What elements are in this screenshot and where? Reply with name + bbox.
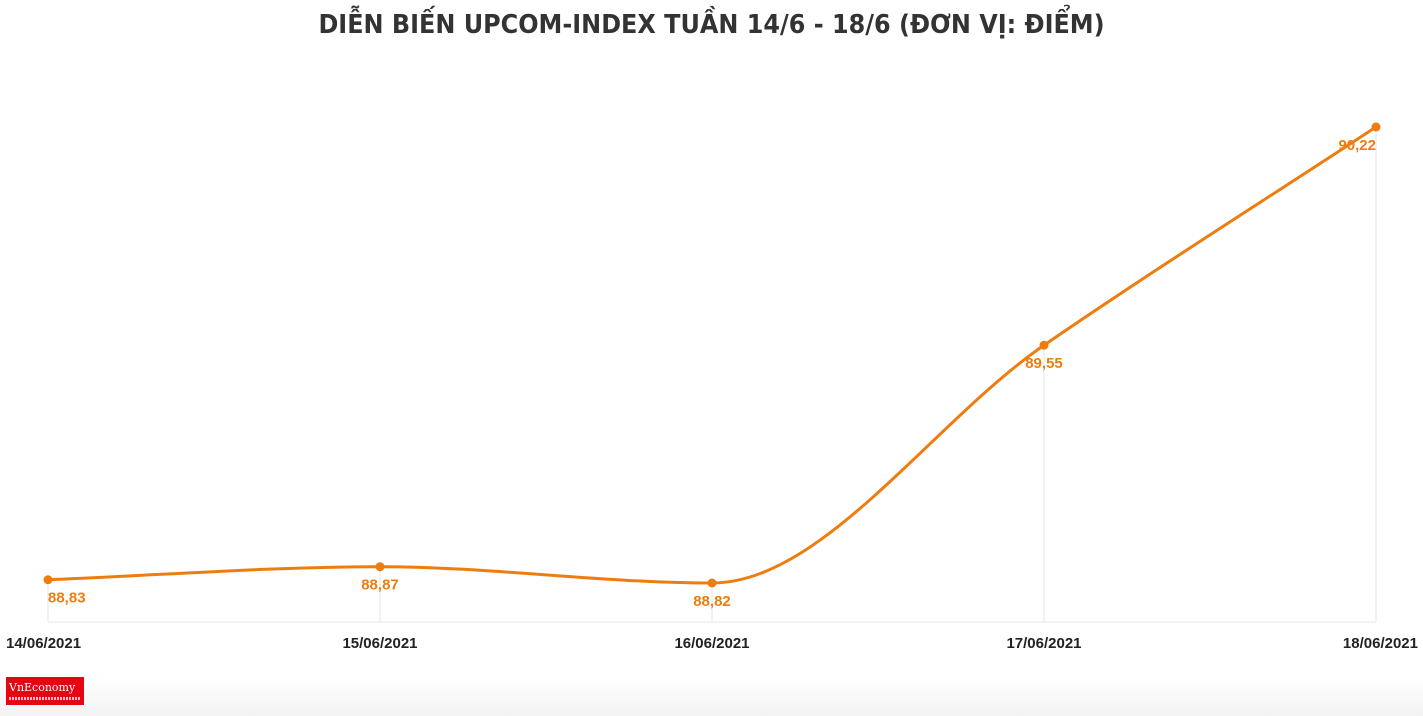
data-point[interactable]: [1371, 122, 1381, 132]
footer-band: [0, 676, 1423, 716]
series-line: [46, 125, 1378, 585]
data-label: 88,82: [693, 593, 731, 610]
series-line-group: [46, 125, 1378, 585]
data-point[interactable]: [375, 562, 385, 572]
data-label: 90,22: [1338, 137, 1376, 154]
x-tick-label: 14/06/2021: [6, 635, 81, 652]
vneconomy-logo: VnEconomy: [6, 677, 84, 705]
x-tick-label: 15/06/2021: [342, 635, 417, 652]
line-chart: 14/06/2021 15/06/2021 16/06/2021 17/06/2021…: [6, 122, 1418, 652]
data-label: 89,55: [1025, 355, 1063, 372]
data-point[interactable]: [1039, 340, 1049, 350]
chart-title: DIỄN BIẾN UPCOM-INDEX TUẦN 14/6 - 18/6 (…: [318, 10, 1105, 40]
data-labels-group: 88,83 88,87 88,82 89,55 90,22: [48, 137, 1376, 610]
data-label: 88,87: [361, 577, 399, 594]
logo-text: VnEconomy: [9, 681, 76, 694]
data-point[interactable]: [43, 575, 53, 585]
data-label: 88,83: [48, 590, 86, 607]
x-axis: 14/06/2021 15/06/2021 16/06/2021 17/06/2021…: [6, 131, 1418, 652]
data-points-group: [43, 122, 1381, 588]
x-tick-label: 17/06/2021: [1006, 635, 1081, 652]
x-tick-label: 18/06/2021: [1343, 635, 1418, 652]
x-tick-label: 16/06/2021: [674, 635, 749, 652]
logo-tagline: [9, 697, 81, 700]
data-point[interactable]: [707, 578, 717, 588]
